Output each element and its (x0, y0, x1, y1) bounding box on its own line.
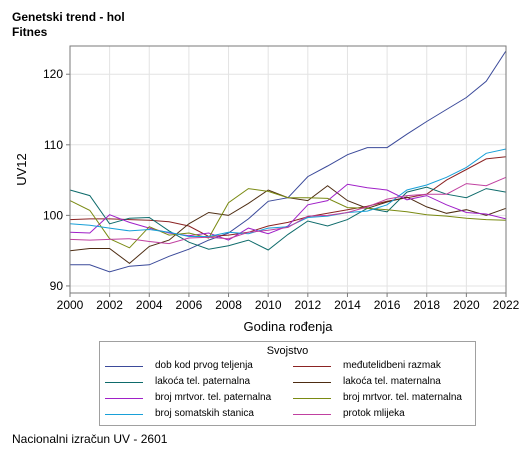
y-tick-label: 100 (43, 208, 63, 222)
legend-label: broj mrtvor. tel. maternalna (343, 392, 462, 403)
series-line-7 (69, 148, 507, 237)
legend-swatch (293, 382, 331, 383)
legend-label: lakoća tel. paternalna (155, 376, 251, 387)
x-tick-label: 2004 (136, 298, 163, 312)
legend-swatch (105, 398, 143, 399)
legend-swatch (293, 414, 331, 415)
legend-title: Svojstvo (266, 345, 309, 357)
x-axis: 2000 2002 2004 2006 2008 2010 2012 2014 2016 2018… (57, 293, 520, 312)
legend-swatch (105, 382, 143, 383)
x-tick-label: 2000 (57, 298, 84, 312)
series-line-3 (69, 186, 507, 251)
y-tick-label: 110 (44, 138, 63, 152)
x-tick-label: 2008 (215, 298, 242, 312)
chart-subtitle: Fitnes (12, 25, 48, 39)
y-axis: 90 100 110 120 (43, 67, 70, 293)
x-tick-label: 2018 (413, 298, 440, 312)
legend-swatch (105, 414, 143, 415)
y-tick-label: 90 (50, 279, 64, 293)
x-tick-label: 2012 (294, 298, 321, 312)
legend-label: protok mlijeka (343, 408, 405, 419)
grid-lines (69, 46, 507, 293)
series-line-5 (69, 183, 507, 241)
legend-swatch (293, 398, 331, 399)
x-tick-label: 2002 (96, 298, 123, 312)
footer-note: Nacionalni izračun UV - 2601 (12, 432, 168, 446)
x-axis-title: Godina rođenja (244, 319, 334, 334)
legend-label: broj mrtvor. tel. paternalna (155, 392, 272, 403)
x-tick-label: 2010 (255, 298, 282, 312)
plot-frame (69, 45, 507, 294)
legend-label: međutelidbeni razmak (343, 360, 441, 371)
legend: Svojstvo dob kod prvog teljenja međutelid… (99, 341, 476, 426)
x-tick-label: 2014 (334, 298, 361, 312)
series-line-6 (69, 188, 507, 249)
y-axis-title: UV12 (14, 153, 29, 186)
legend-label: lakoća tel. maternalna (343, 376, 441, 387)
x-tick-label: 2020 (453, 298, 480, 312)
series-line-8 (69, 176, 507, 245)
y-tick-label: 120 (43, 67, 63, 81)
legend-swatch (293, 366, 331, 367)
x-tick-label: 2006 (176, 298, 203, 312)
series-layer (69, 50, 507, 273)
x-tick-label: 2016 (374, 298, 401, 312)
chart-title: Genetski trend - hol (12, 10, 125, 24)
legend-swatch (105, 366, 143, 367)
legend-label: broj somatskih stanica (155, 408, 254, 419)
x-tick-label: 2022 (493, 298, 520, 312)
line-chart: 2000 2002 2004 2006 2008 2010 2012 2014 2016 2018… (14, 45, 520, 334)
legend-label: dob kod prvog teljenja (155, 360, 253, 371)
series-line-1 (70, 50, 507, 273)
